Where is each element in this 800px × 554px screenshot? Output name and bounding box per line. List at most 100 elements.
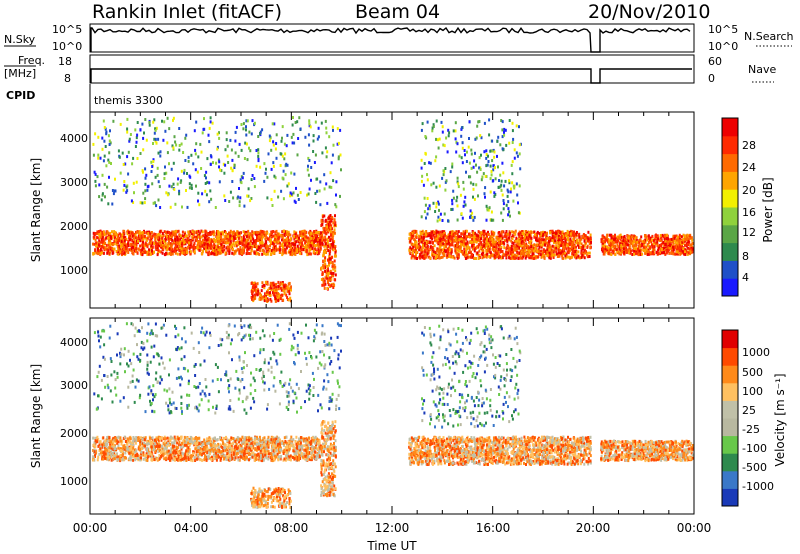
echo-cell (247, 229, 250, 233)
echo-cell (509, 250, 512, 254)
echo-cell (613, 245, 616, 249)
echo-cell (619, 237, 622, 241)
echo-cell (578, 245, 580, 249)
echo-cell (327, 281, 329, 285)
echo-cell (562, 247, 565, 251)
echo-cell (411, 250, 414, 254)
echo-cell (98, 239, 101, 243)
echo-cell (152, 120, 155, 124)
echo-cell (158, 237, 160, 241)
echo-cell (203, 234, 206, 237)
echo-cell (280, 288, 283, 292)
echo-cell (253, 251, 256, 255)
echo-cell (234, 139, 237, 143)
echo-cell (163, 177, 166, 180)
echo-cell (172, 118, 174, 122)
echo-cell (257, 148, 260, 152)
echo-cell (205, 250, 208, 254)
echo-cell (168, 184, 171, 188)
echo-cell (665, 242, 668, 246)
echo-cell (216, 145, 219, 149)
echo-cell (177, 237, 180, 241)
echo-cell (687, 251, 690, 255)
echo-cell (563, 245, 566, 249)
echo-cell (257, 135, 260, 138)
echo-cell (294, 235, 297, 239)
echo-cell (668, 246, 671, 250)
echo-cell (229, 138, 232, 142)
echo-cell (144, 182, 147, 186)
echo-cell (264, 296, 267, 300)
echo-cell (211, 230, 214, 234)
echo-cell (252, 289, 254, 293)
echo-cell (671, 245, 674, 249)
echo-cell (155, 204, 158, 208)
echo-cell (238, 233, 241, 237)
echo-cell (318, 237, 321, 240)
echo-cell (493, 241, 496, 245)
echo-cell (564, 240, 567, 244)
echo-cell (157, 151, 160, 155)
echo-cell (289, 194, 292, 198)
echo-cell (439, 230, 442, 234)
echo-cell (524, 256, 527, 260)
echo-cell (180, 169, 183, 173)
echo-cell (259, 294, 262, 298)
echo-cell (578, 232, 581, 236)
echo-cell (679, 245, 681, 249)
echo-cell (158, 241, 161, 245)
echo-cell (212, 230, 215, 234)
echo-cell (145, 239, 148, 243)
echo-cell (231, 180, 234, 183)
echo-cell (246, 245, 249, 249)
echo-cell (651, 234, 654, 238)
echo-cell (327, 230, 330, 234)
echo-cell (575, 234, 578, 238)
echo-cell (605, 236, 608, 240)
echo-cell (224, 231, 227, 235)
echo-cell (607, 251, 610, 255)
echo-cell (129, 243, 132, 247)
echo-cell (312, 249, 315, 253)
echo-cell (321, 215, 324, 219)
echo-cell (324, 218, 327, 222)
echo-cell (678, 233, 681, 237)
echo-cell (192, 245, 195, 249)
echo-cell (512, 248, 515, 252)
echo-cell (105, 247, 108, 251)
echo-cell (690, 245, 693, 249)
echo-cell (277, 233, 279, 237)
echo-cell (187, 155, 190, 159)
echo-cell (586, 251, 589, 255)
echo-cell (466, 246, 469, 250)
echo-cell (307, 244, 310, 248)
echo-cell (471, 245, 474, 249)
echo-cell (647, 234, 650, 238)
echo-cell (422, 237, 425, 241)
echo-cell (251, 235, 254, 239)
echo-cell (415, 240, 418, 244)
echo-cell (247, 187, 250, 191)
freq-tick-bottom: 8 (64, 72, 71, 85)
echo-cell (652, 245, 655, 249)
echo-cell (627, 243, 629, 247)
echo-cell (574, 253, 577, 257)
echo-cell (158, 185, 161, 189)
echo-cell (160, 245, 163, 249)
echo-cell (231, 168, 234, 172)
echo-cell (622, 236, 625, 240)
echo-cell (419, 248, 422, 252)
echo-cell (331, 236, 334, 239)
echo-cell (334, 269, 337, 273)
echo-cell (109, 247, 112, 251)
echo-cell (600, 240, 603, 244)
echo-cell (281, 242, 284, 246)
echo-cell (117, 240, 120, 244)
echo-cell (648, 252, 651, 256)
echo-cell (531, 252, 534, 256)
echo-cell (550, 251, 553, 254)
echo-cell (481, 232, 484, 236)
echo-cell (264, 171, 267, 175)
echo-cell (184, 234, 187, 238)
echo-cell (433, 252, 436, 256)
